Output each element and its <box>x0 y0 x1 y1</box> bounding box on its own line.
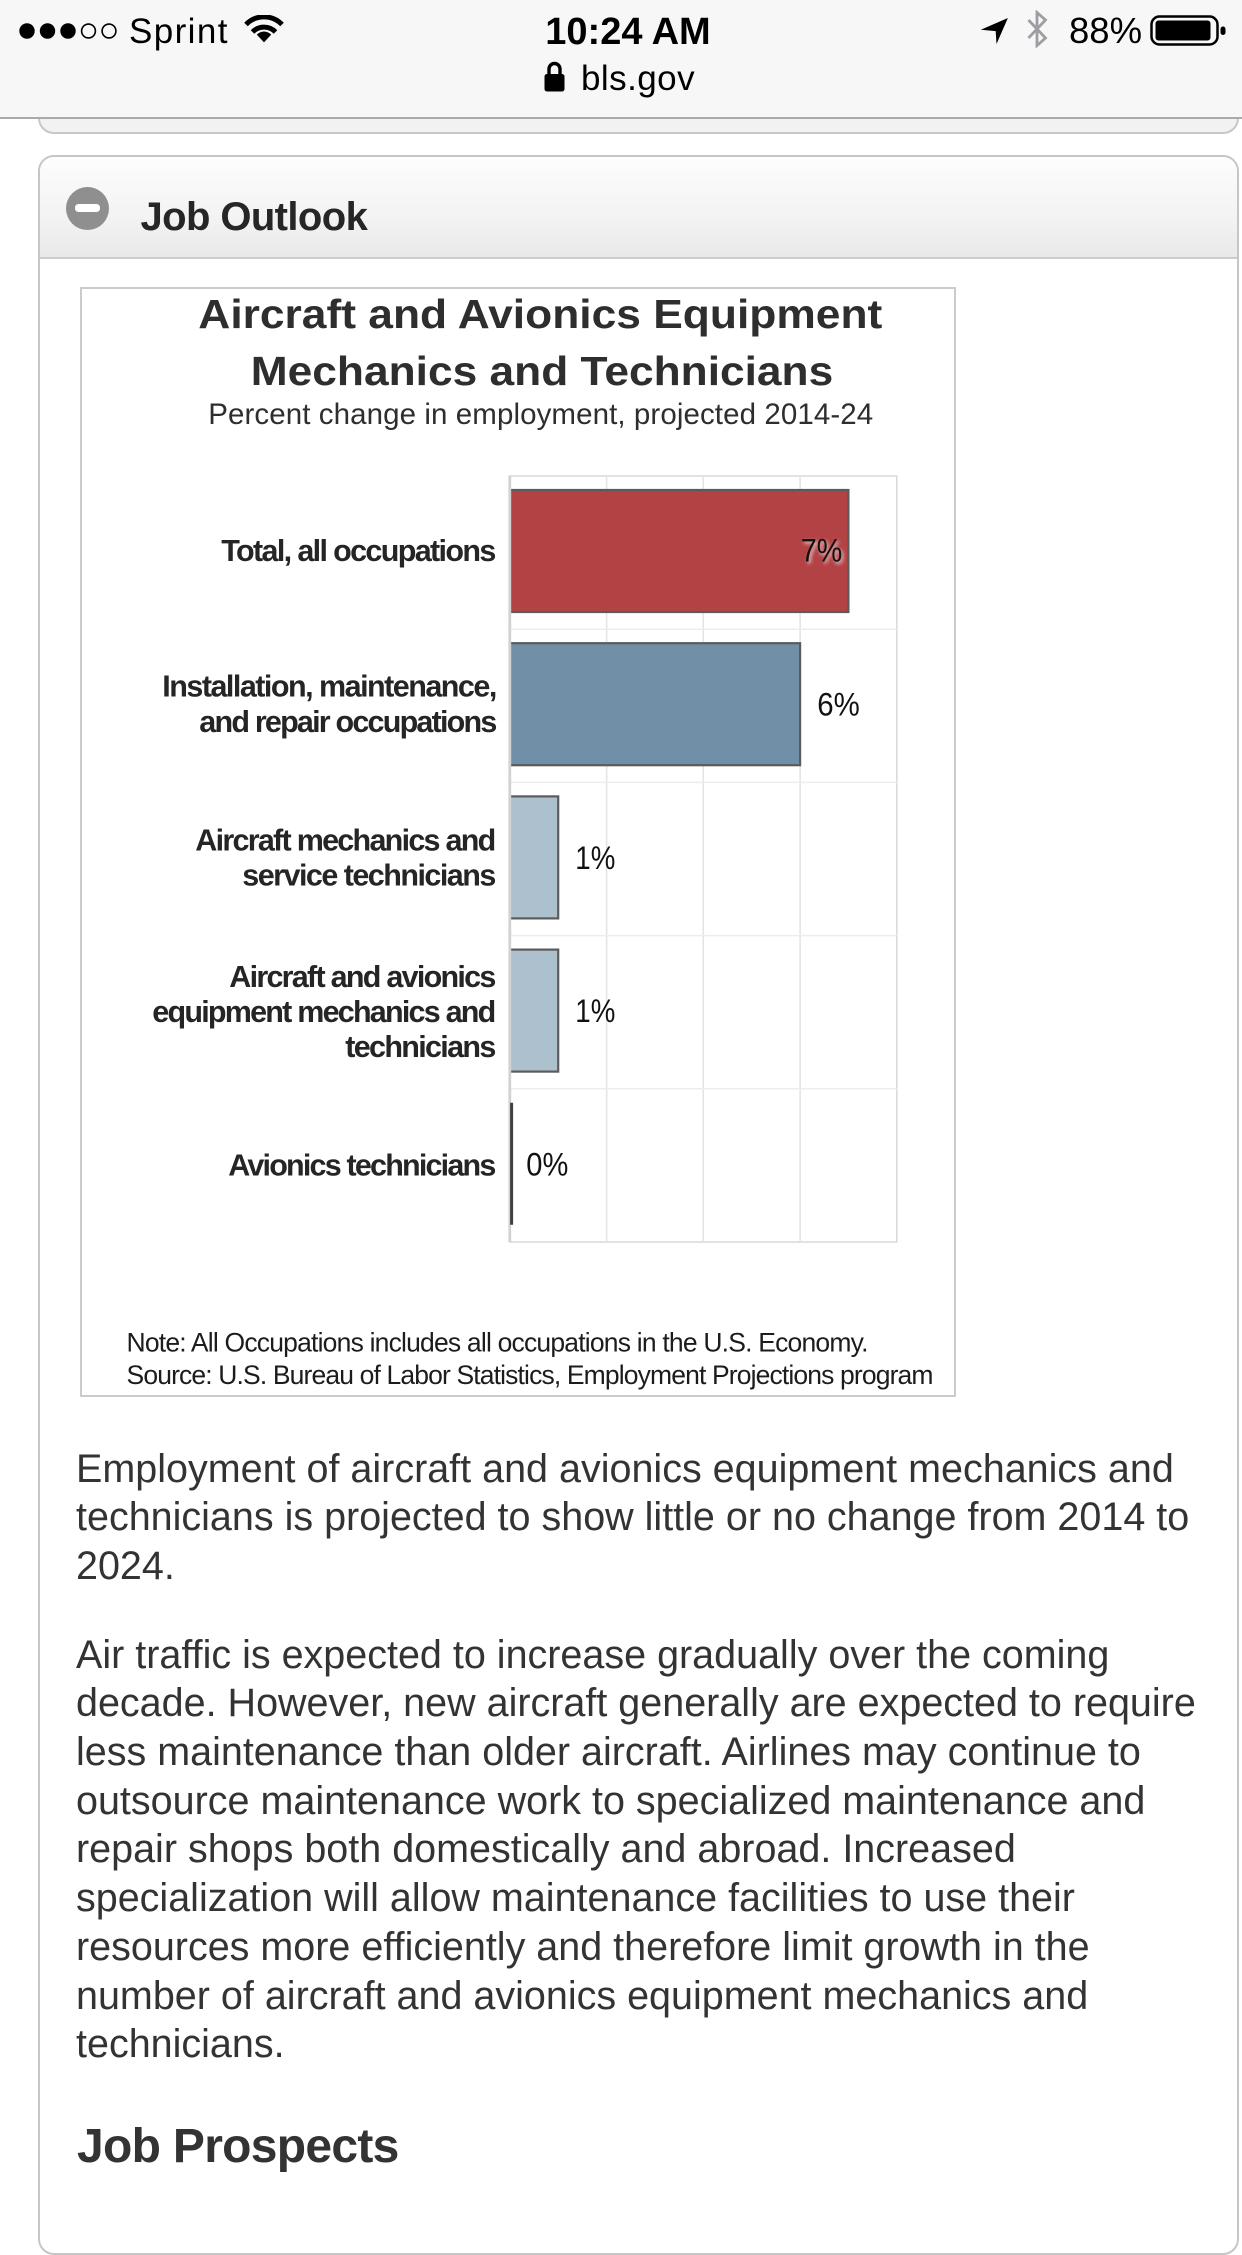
svg-text:Percent change in employment,: Percent change in employment, projected … <box>208 398 873 431</box>
svg-text:1%: 1% <box>575 993 615 1029</box>
svg-text:technicians: technicians <box>345 1030 496 1064</box>
svg-text:Note: All Occupations includes: Note: All Occupations includes all occup… <box>126 1328 868 1358</box>
svg-text:Avionics technicians: Avionics technicians <box>228 1148 496 1182</box>
svg-text:service technicians: service technicians <box>242 859 496 893</box>
svg-text:Aircraft mechanics and: Aircraft mechanics and <box>195 824 496 858</box>
svg-text:6%: 6% <box>817 687 860 723</box>
svg-text:equipment mechanics and: equipment mechanics and <box>152 995 496 1029</box>
svg-text:and repair occupations: and repair occupations <box>199 705 497 739</box>
svg-text:7%: 7% <box>800 532 842 568</box>
svg-text:Aircraft and avionics: Aircraft and avionics <box>229 960 496 994</box>
svg-text:Mechanics and Technicians: Mechanics and Technicians <box>250 348 833 394</box>
svg-text:0%: 0% <box>526 1146 568 1182</box>
svg-text:Source: U.S. Bureau of Labor S: Source: U.S. Bureau of Labor Statistics,… <box>126 1360 933 1390</box>
svg-text:Installation, maintenance,: Installation, maintenance, <box>162 669 497 703</box>
svg-text:1%: 1% <box>575 840 615 876</box>
svg-text:Aircraft and Avionics Equipmen: Aircraft and Avionics Equipment <box>198 291 882 337</box>
svg-text:Total, all occupations: Total, all occupations <box>221 534 496 568</box>
